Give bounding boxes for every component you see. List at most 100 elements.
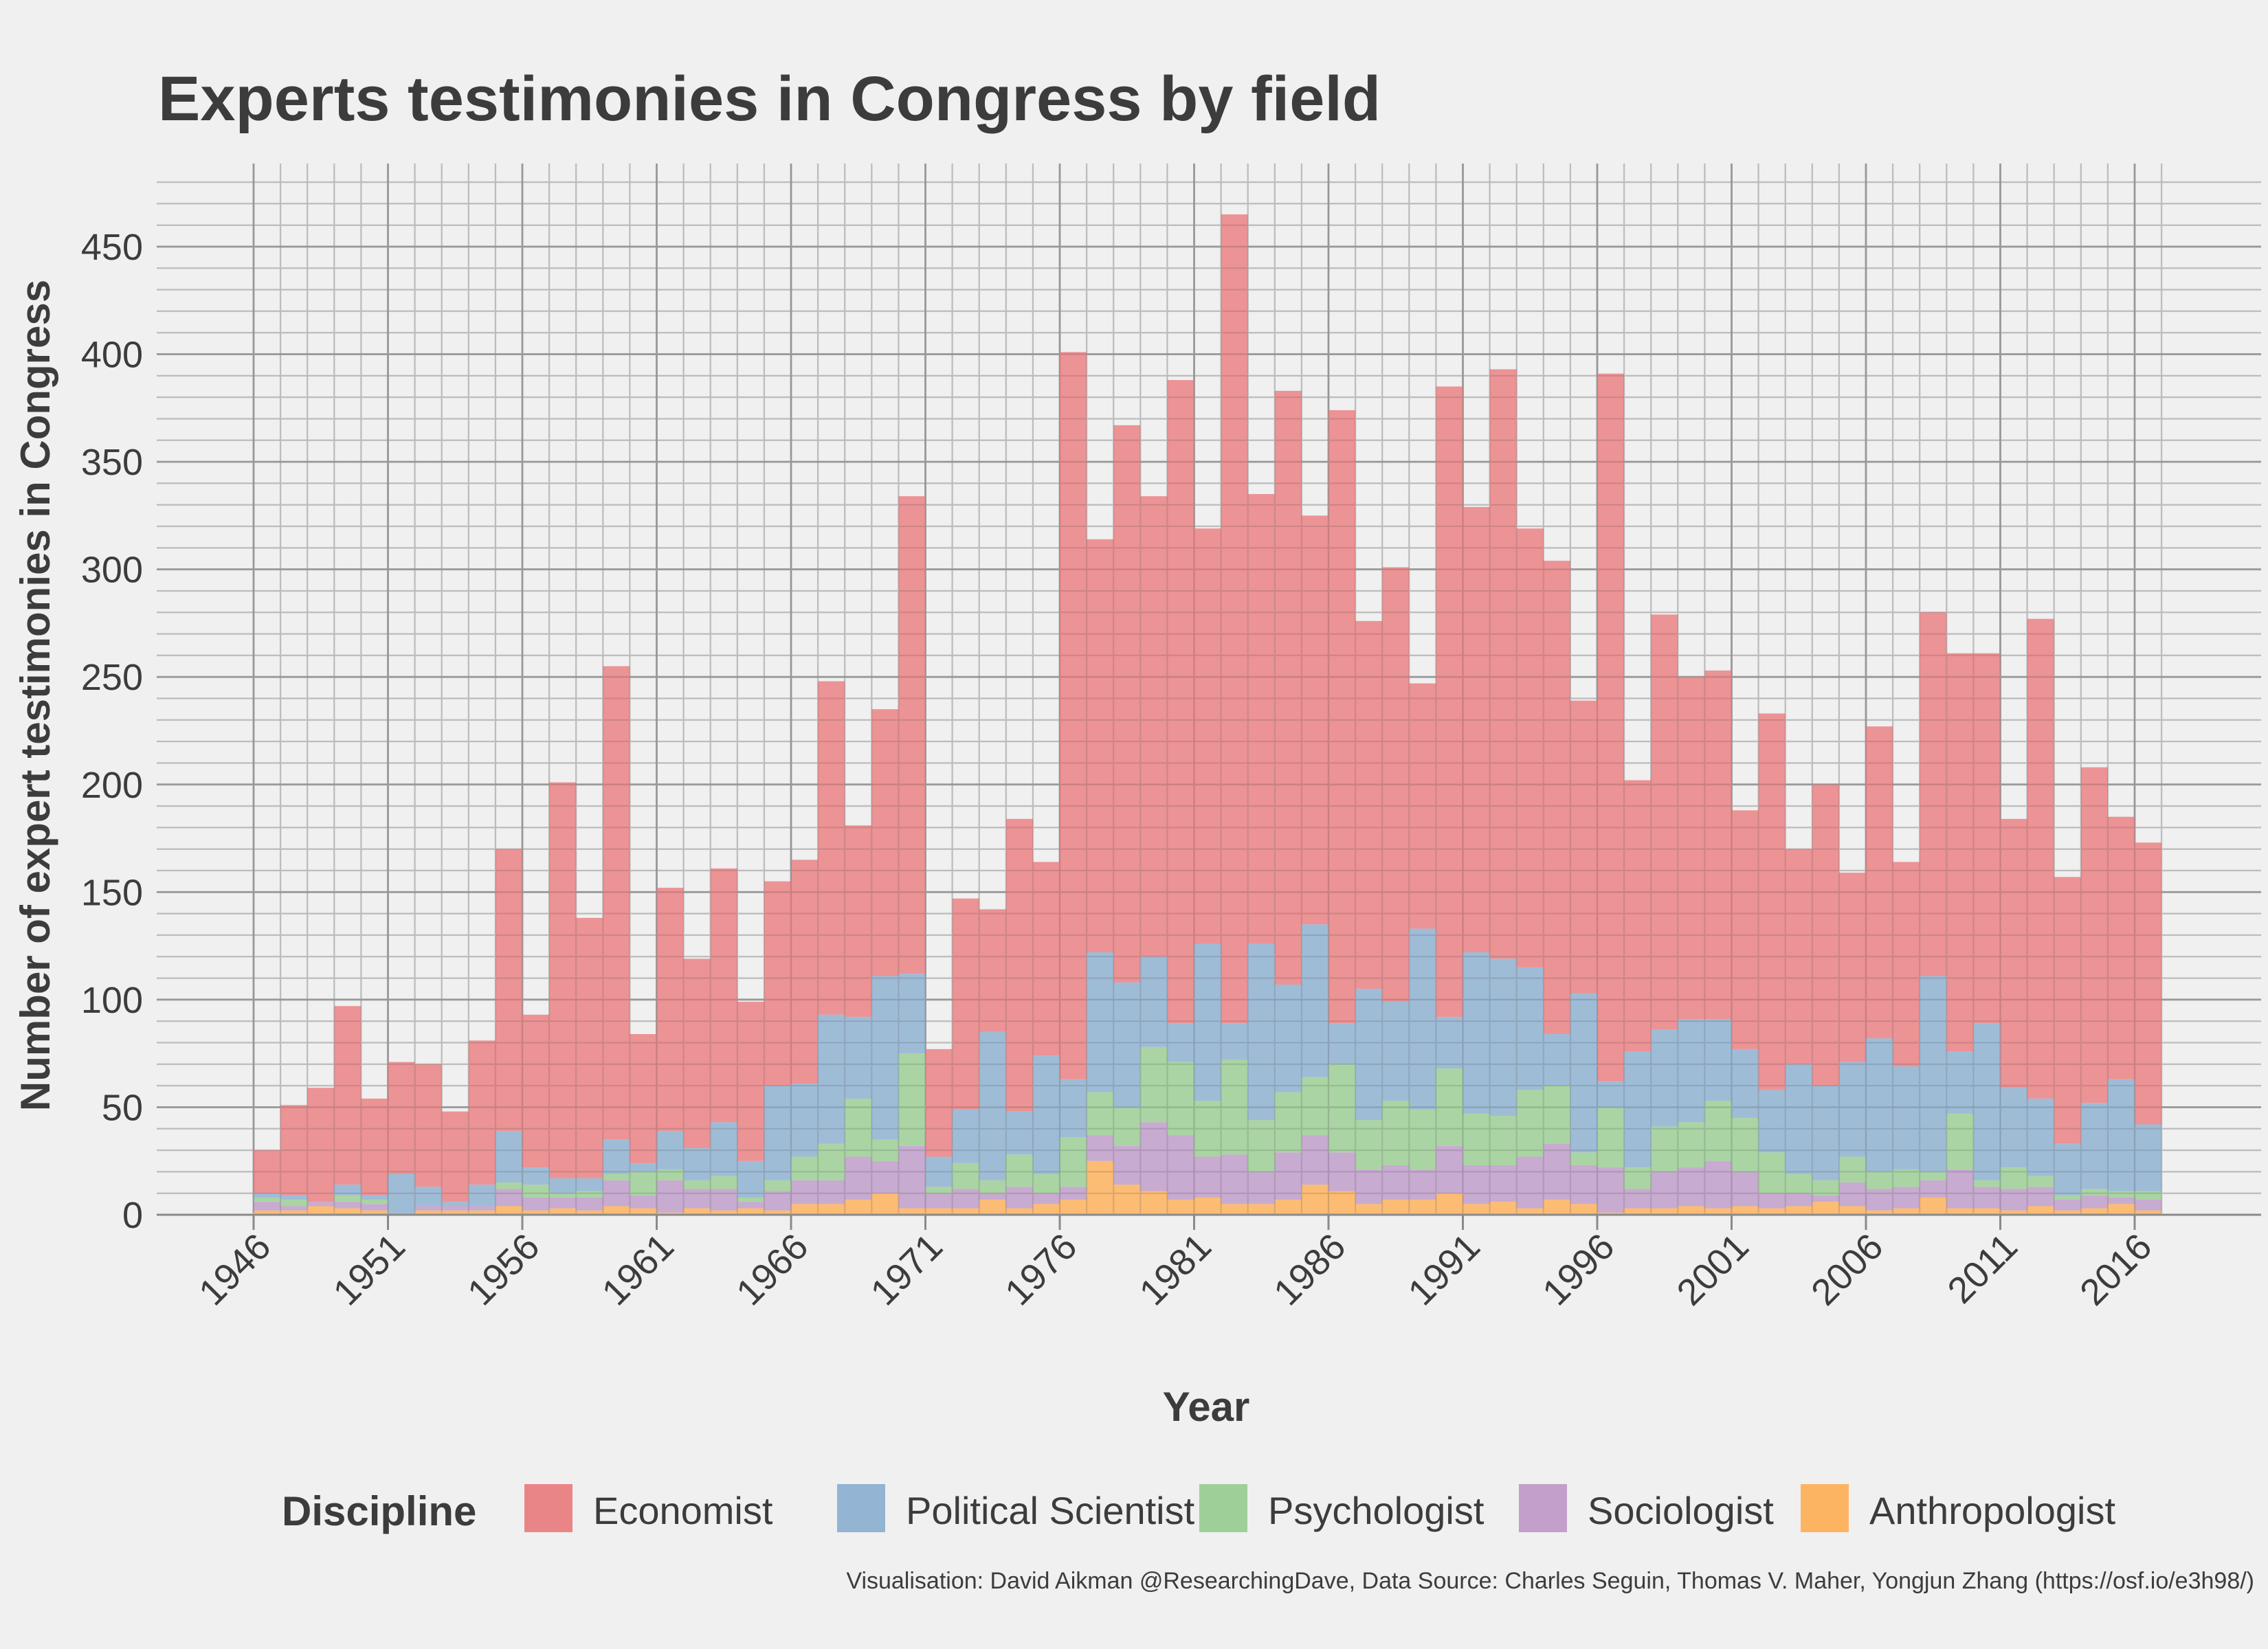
bar-sociologist-1984 xyxy=(1274,1152,1302,1200)
bar-political-scientist-1955 xyxy=(495,1130,522,1183)
bar-economist-1966 xyxy=(791,860,819,1084)
bar-economist-2015 xyxy=(2107,816,2135,1079)
bar-psychologist-1965 xyxy=(764,1180,791,1191)
bar-anthropologist-1959 xyxy=(603,1206,630,1215)
bar-economist-1977 xyxy=(1087,539,1114,953)
bar-anthropologist-1952 xyxy=(414,1210,442,1215)
bar-economist-1993 xyxy=(1516,528,1544,967)
bar-economist-1955 xyxy=(495,849,522,1131)
bar-psychologist-1968 xyxy=(845,1098,872,1157)
bar-anthropologist-1971 xyxy=(925,1208,953,1215)
bar-psychologist-2012 xyxy=(2027,1176,2054,1187)
legend-label-psychologist: Psychologist xyxy=(1268,1489,1485,1532)
bar-psychologist-1947 xyxy=(280,1200,308,1207)
bar-political-scientist-1969 xyxy=(871,976,899,1140)
bar-economist-1973 xyxy=(979,909,1006,1032)
bar-sociologist-1988 xyxy=(1382,1165,1410,1200)
bar-sociologist-1959 xyxy=(603,1180,630,1207)
bar-anthropologist-2004 xyxy=(1812,1202,1839,1215)
y-tick-label-150: 150 xyxy=(81,872,143,913)
bar-economist-1957 xyxy=(549,782,577,1178)
bar-anthropologist-1993 xyxy=(1516,1208,1544,1215)
bar-psychologist-1950 xyxy=(361,1200,388,1204)
bar-sociologist-1950 xyxy=(361,1204,388,1211)
legend-label-economist: Economist xyxy=(593,1489,773,1532)
bar-sociologist-1977 xyxy=(1087,1135,1114,1161)
bar-anthropologist-1977 xyxy=(1087,1160,1114,1215)
bar-anthropologist-1984 xyxy=(1274,1200,1302,1215)
y-tick-label-350: 350 xyxy=(81,442,143,483)
bar-political-scientist-2000 xyxy=(1704,1019,1732,1101)
bar-economist-1995 xyxy=(1570,700,1597,994)
bar-economist-1958 xyxy=(576,917,603,1178)
bar-political-scientist-1956 xyxy=(522,1167,550,1185)
bar-economist-1999 xyxy=(1678,677,1705,1020)
bar-economist-2006 xyxy=(1866,726,1893,1039)
bar-psychologist-2010 xyxy=(1973,1180,2001,1187)
bar-economist-1952 xyxy=(414,1064,442,1187)
bar-psychologist-1974 xyxy=(1005,1154,1033,1187)
bar-psychologist-1985 xyxy=(1301,1077,1328,1136)
bar-anthropologist-1995 xyxy=(1570,1204,1597,1215)
bar-anthropologist-1992 xyxy=(1489,1202,1517,1215)
x-tick-label-2001: 2001 xyxy=(1669,1226,1757,1313)
bars-group xyxy=(157,164,2261,1215)
bar-political-scientist-1984 xyxy=(1274,984,1302,1092)
bar-anthropologist-2009 xyxy=(1946,1208,1974,1215)
bar-anthropologist-1975 xyxy=(1032,1204,1060,1215)
x-tick-label-1991: 1991 xyxy=(1401,1226,1488,1313)
bar-political-scientist-2007 xyxy=(1893,1066,1920,1170)
bar-psychologist-1997 xyxy=(1624,1167,1652,1189)
bar-sociologist-2009 xyxy=(1946,1169,1974,1209)
bar-economist-1976 xyxy=(1060,352,1087,1079)
bar-political-scientist-1997 xyxy=(1624,1051,1652,1168)
bar-political-scientist-1982 xyxy=(1221,1023,1248,1060)
bar-sociologist-1969 xyxy=(871,1160,899,1193)
bar-sociologist-2011 xyxy=(2000,1189,2027,1211)
bar-sociologist-1949 xyxy=(334,1202,362,1209)
bar-psychologist-1980 xyxy=(1167,1062,1194,1136)
bar-anthropologist-1970 xyxy=(898,1208,926,1215)
bar-economist-1946 xyxy=(254,1150,281,1193)
bar-psychologist-1963 xyxy=(710,1176,737,1189)
bar-anthropologist-1983 xyxy=(1247,1204,1275,1215)
bar-sociologist-1980 xyxy=(1167,1135,1194,1200)
bar-political-scientist-2005 xyxy=(1838,1062,1866,1157)
bar-anthropologist-1998 xyxy=(1651,1208,1678,1215)
bar-political-scientist-1954 xyxy=(468,1185,496,1207)
bar-political-scientist-1978 xyxy=(1113,982,1141,1108)
bar-psychologist-1984 xyxy=(1274,1092,1302,1153)
bar-psychologist-1998 xyxy=(1651,1126,1678,1172)
bar-sociologist-1996 xyxy=(1597,1167,1625,1213)
bar-psychologist-2015 xyxy=(2107,1191,2135,1198)
bar-economist-2007 xyxy=(1893,862,1920,1066)
bar-political-scientist-1991 xyxy=(1463,952,1490,1114)
bar-psychologist-1966 xyxy=(791,1156,819,1180)
bar-economist-2003 xyxy=(1785,849,1812,1064)
bar-sociologist-1966 xyxy=(791,1180,819,1204)
y-tick-label-450: 450 xyxy=(81,227,143,268)
bar-political-scientist-1963 xyxy=(710,1122,737,1176)
bar-psychologist-1988 xyxy=(1382,1101,1410,1165)
bar-sociologist-2008 xyxy=(1920,1180,1947,1198)
bar-political-scientist-1995 xyxy=(1570,993,1597,1153)
bar-economist-1951 xyxy=(388,1062,415,1174)
bar-economist-2008 xyxy=(1920,612,1947,976)
bar-sociologist-1975 xyxy=(1032,1193,1060,1204)
bar-political-scientist-1957 xyxy=(549,1178,577,1193)
bar-anthropologist-1997 xyxy=(1624,1208,1652,1215)
bar-economist-2000 xyxy=(1704,670,1732,1020)
bar-economist-1953 xyxy=(441,1111,469,1202)
bar-sociologist-1999 xyxy=(1678,1167,1705,1207)
bar-sociologist-1968 xyxy=(845,1156,872,1200)
bar-anthropologist-1946 xyxy=(254,1210,281,1215)
bar-economist-2010 xyxy=(1973,653,2001,1024)
bar-economist-2013 xyxy=(2054,877,2081,1144)
bar-political-scientist-2006 xyxy=(1866,1038,1893,1172)
bar-sociologist-1946 xyxy=(254,1202,281,1211)
x-tick-label-2011: 2011 xyxy=(1939,1226,2025,1312)
bar-economist-2016 xyxy=(2135,842,2162,1125)
bar-economist-1970 xyxy=(898,496,926,974)
bar-political-scientist-1999 xyxy=(1678,1019,1705,1123)
bar-sociologist-2003 xyxy=(1785,1193,1812,1207)
